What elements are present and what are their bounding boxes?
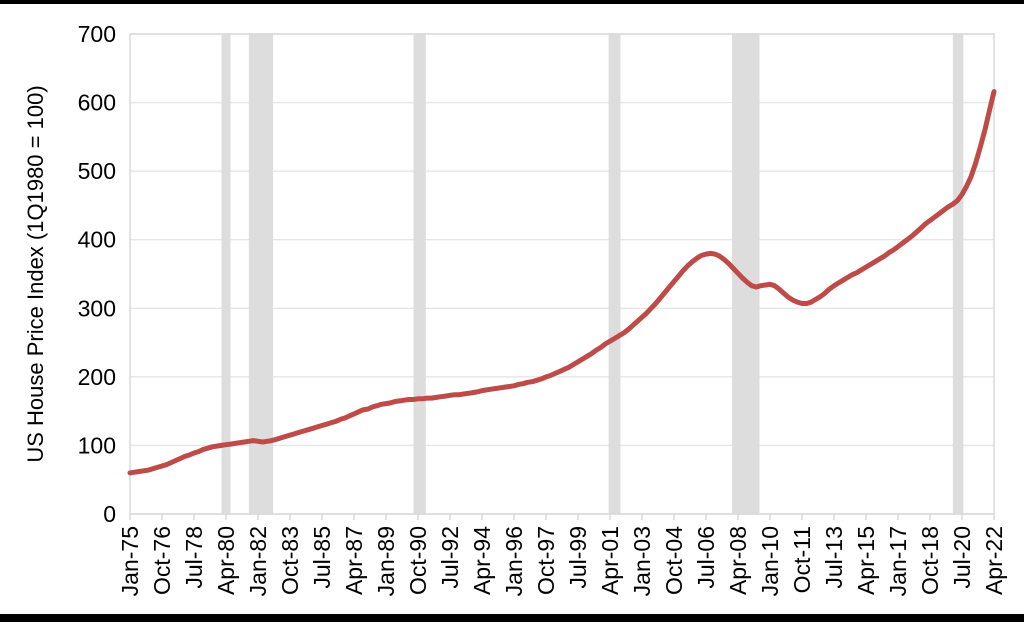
x-tick-label: Apr-22 <box>981 526 1007 595</box>
x-tick-label: Jan-10 <box>757 526 783 596</box>
recession-band <box>952 34 964 514</box>
x-tick-label: Jul-78 <box>181 526 207 589</box>
x-tick-label: Jan-03 <box>629 526 655 596</box>
y-tick-label: 600 <box>78 90 116 116</box>
x-tick-label: Oct-83 <box>277 526 303 595</box>
x-tick-label: Apr-94 <box>469 526 495 595</box>
x-tick-label: Jan-17 <box>885 526 911 596</box>
x-tick-label: Apr-15 <box>853 526 879 595</box>
x-tick-label: Jul-13 <box>821 526 847 589</box>
house-price-index-line <box>127 89 997 476</box>
x-tick-label: Jul-06 <box>693 526 719 589</box>
x-tick-label: Apr-87 <box>341 526 367 595</box>
x-tick-label: Jan-96 <box>501 526 527 596</box>
bottom-border-bar <box>0 614 1024 622</box>
x-tick-label: Oct-97 <box>533 526 559 595</box>
recession-band <box>221 34 231 514</box>
x-tick-label: Oct-11 <box>789 526 815 593</box>
x-tick-label: Apr-80 <box>213 526 239 595</box>
plot-border <box>129 33 995 515</box>
y-tick-label: 500 <box>78 158 116 184</box>
y-tick-label: 300 <box>78 295 116 321</box>
x-tick-label: Apr-01 <box>597 526 623 595</box>
y-axis-title: US House Price Index (1Q1980 = 100) <box>23 85 48 462</box>
x-tick-label: Oct-90 <box>405 526 431 595</box>
x-tick-label: Jul-85 <box>309 526 335 589</box>
x-tick-label: Oct-76 <box>149 526 175 595</box>
y-tick-label: 100 <box>78 432 116 458</box>
y-tick-label: 200 <box>78 364 116 390</box>
x-tick-label: Apr-08 <box>725 526 751 595</box>
recession-band <box>413 34 426 514</box>
x-tick-label: Jul-20 <box>949 526 975 589</box>
y-tick-label: 400 <box>78 227 116 253</box>
x-tick-label: Jan-82 <box>245 526 271 596</box>
x-tick-label: Jan-89 <box>373 526 399 596</box>
y-tick-label: 700 <box>78 21 116 47</box>
y-tick-label: 0 <box>103 501 116 527</box>
recession-band <box>248 34 274 514</box>
x-tick-label: Oct-18 <box>917 526 943 595</box>
recession-band <box>608 34 621 514</box>
x-tick-label: Jul-99 <box>565 526 591 589</box>
top-border-bar <box>0 0 1024 4</box>
x-tick-label: Oct-04 <box>661 526 687 595</box>
x-tick-label: Jul-92 <box>437 526 463 589</box>
x-tick-label: Jan-75 <box>117 526 143 596</box>
